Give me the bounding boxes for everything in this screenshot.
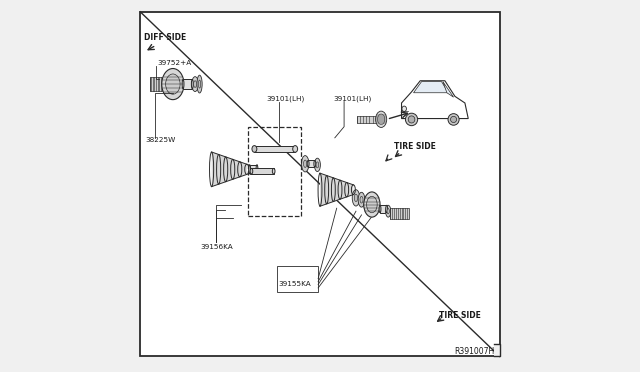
Bar bbox=[150, 77, 163, 91]
Ellipse shape bbox=[198, 80, 201, 88]
Text: DIFF SIDE: DIFF SIDE bbox=[144, 33, 186, 42]
Ellipse shape bbox=[364, 192, 380, 217]
Text: 39155KA: 39155KA bbox=[278, 281, 311, 287]
Ellipse shape bbox=[273, 169, 275, 174]
Ellipse shape bbox=[166, 74, 180, 94]
Bar bbox=[250, 165, 257, 174]
Ellipse shape bbox=[408, 116, 415, 123]
Ellipse shape bbox=[303, 160, 307, 167]
Text: 39101(LH): 39101(LH) bbox=[266, 96, 305, 102]
Text: 39156KA: 39156KA bbox=[201, 244, 234, 250]
Ellipse shape bbox=[405, 113, 418, 126]
Ellipse shape bbox=[378, 114, 385, 125]
Ellipse shape bbox=[360, 196, 363, 203]
Polygon shape bbox=[401, 81, 468, 119]
Bar bbox=[494, 343, 500, 356]
Ellipse shape bbox=[386, 205, 388, 213]
Ellipse shape bbox=[249, 165, 250, 174]
Ellipse shape bbox=[192, 77, 198, 92]
Text: 39101(LH): 39101(LH) bbox=[333, 96, 371, 102]
Ellipse shape bbox=[307, 160, 309, 167]
Bar bbox=[277, 266, 318, 292]
Text: TIRE SIDE: TIRE SIDE bbox=[438, 311, 481, 320]
Ellipse shape bbox=[367, 196, 377, 213]
Ellipse shape bbox=[448, 114, 459, 125]
Ellipse shape bbox=[301, 155, 309, 172]
Ellipse shape bbox=[387, 209, 389, 214]
Ellipse shape bbox=[292, 145, 298, 152]
Bar bbox=[252, 169, 274, 174]
Ellipse shape bbox=[402, 106, 406, 112]
Ellipse shape bbox=[162, 68, 184, 100]
Text: 39752+A: 39752+A bbox=[157, 60, 192, 66]
Ellipse shape bbox=[250, 169, 253, 174]
Ellipse shape bbox=[358, 192, 365, 207]
Ellipse shape bbox=[355, 194, 358, 202]
Polygon shape bbox=[413, 81, 448, 93]
Ellipse shape bbox=[379, 205, 381, 213]
Text: R391007H: R391007H bbox=[454, 346, 494, 356]
Ellipse shape bbox=[182, 80, 184, 89]
Ellipse shape bbox=[191, 80, 193, 89]
Bar bbox=[380, 205, 387, 213]
Ellipse shape bbox=[314, 160, 316, 167]
Bar bbox=[357, 116, 376, 123]
Bar bbox=[183, 80, 193, 89]
Ellipse shape bbox=[316, 162, 319, 168]
Ellipse shape bbox=[197, 75, 202, 93]
Ellipse shape bbox=[376, 111, 387, 128]
Ellipse shape bbox=[314, 158, 321, 171]
Ellipse shape bbox=[385, 205, 391, 217]
Polygon shape bbox=[443, 81, 454, 97]
Bar bbox=[248, 127, 301, 216]
Text: 38225W: 38225W bbox=[146, 137, 176, 143]
Bar bbox=[308, 160, 315, 167]
Ellipse shape bbox=[194, 81, 196, 87]
Polygon shape bbox=[212, 152, 247, 187]
Polygon shape bbox=[320, 173, 353, 206]
Ellipse shape bbox=[352, 190, 360, 206]
Text: TIRE SIDE: TIRE SIDE bbox=[394, 142, 436, 151]
Ellipse shape bbox=[256, 165, 258, 174]
Ellipse shape bbox=[252, 145, 257, 152]
Bar bbox=[255, 145, 295, 152]
Ellipse shape bbox=[451, 116, 456, 122]
Bar bbox=[390, 208, 409, 219]
